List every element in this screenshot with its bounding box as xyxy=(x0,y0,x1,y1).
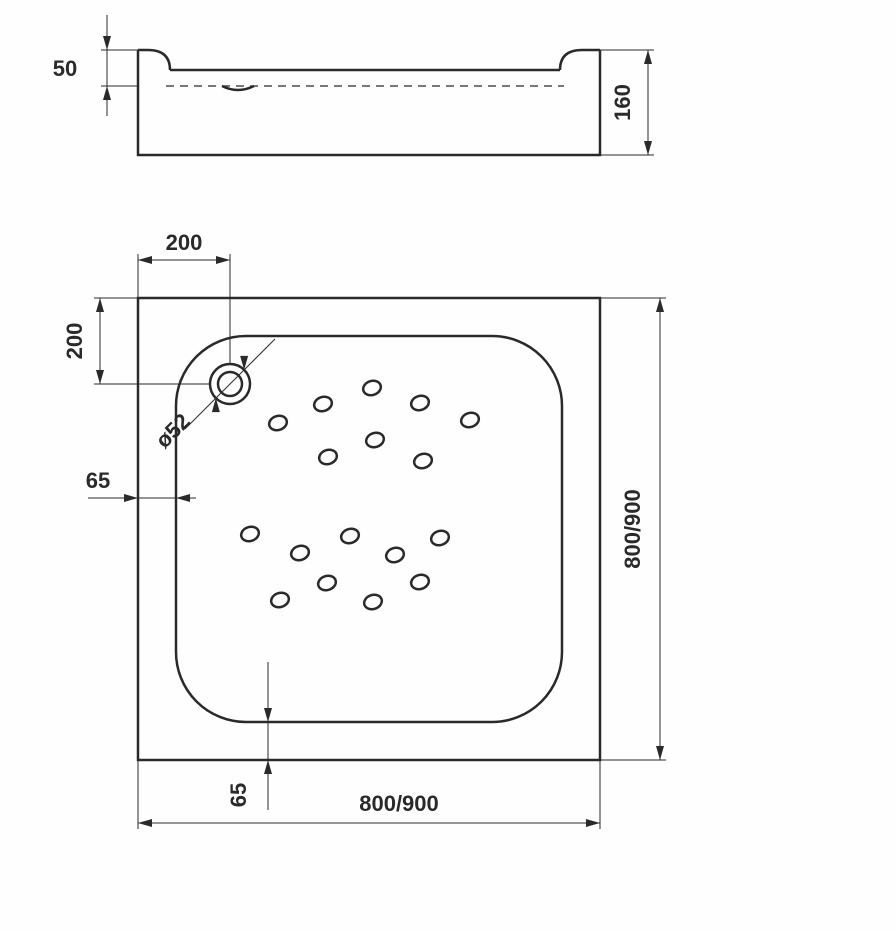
dim-800-900-h: 800/900 xyxy=(359,791,439,816)
dim-200-h: 200 xyxy=(166,230,203,255)
dim-200-v: 200 xyxy=(62,323,87,360)
dim-50: 50 xyxy=(53,56,77,81)
dim-65-left: 65 xyxy=(86,468,110,493)
dim-800-900-v: 800/900 xyxy=(620,489,645,569)
technical-drawing: 50 160 200 200 65 65 800/900 800/900 ø52 xyxy=(0,0,896,931)
dim-160: 160 xyxy=(610,84,635,121)
dim-dia-52: ø52 xyxy=(150,408,194,452)
dim-65-bottom: 65 xyxy=(226,783,251,807)
